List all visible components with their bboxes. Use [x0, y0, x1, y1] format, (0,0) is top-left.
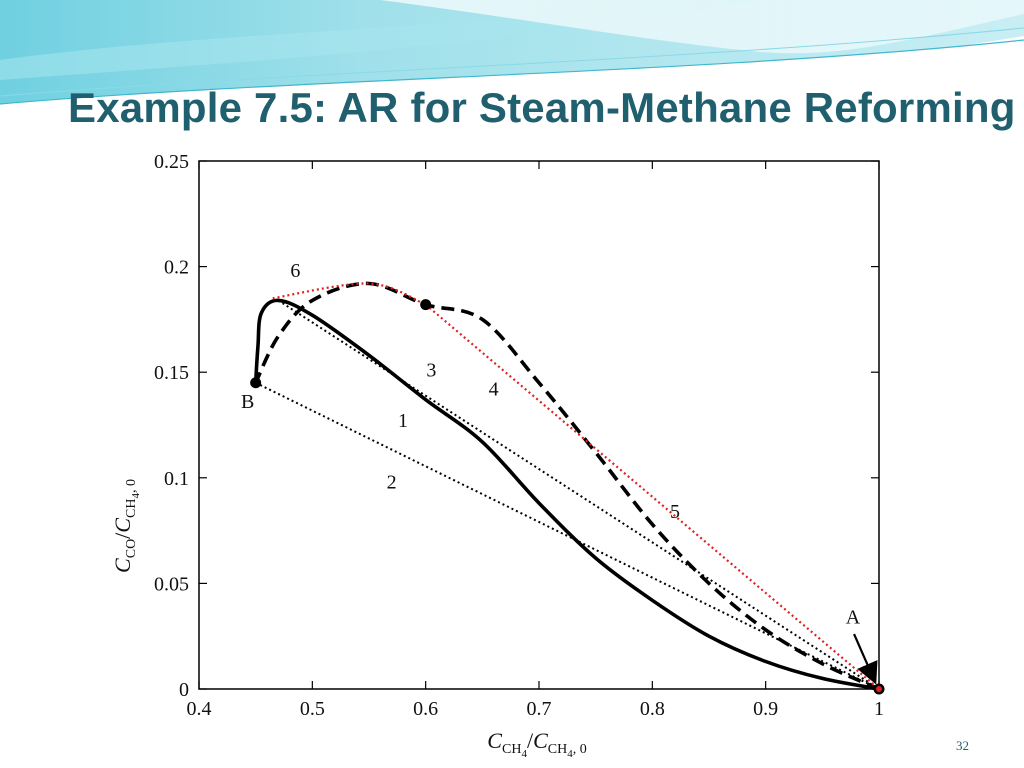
x-tick-label: 0.4: [187, 698, 212, 720]
label-1: 1: [398, 410, 408, 432]
arrow-to-a: [853, 633, 878, 685]
x-tick-label: 0.6: [413, 698, 438, 720]
decorative-wave-banner: [0, 0, 1024, 120]
y-tick-label: 0: [179, 679, 189, 701]
x-tick-label: 0.7: [527, 698, 552, 720]
series-group: [253, 281, 880, 691]
y-tick-label: 0.05: [154, 573, 189, 595]
series-5: [424, 303, 880, 690]
x-tick-label: 0.5: [300, 698, 325, 720]
point-marker: [420, 299, 432, 311]
label-4: 4: [489, 378, 499, 400]
point-B: [250, 377, 262, 389]
y-tick-label: 0.2: [164, 257, 189, 279]
axes: 0.4 0.5 0.6 0.7 0.8 0.9 1 0 0.05 0.1 0.15 0.2 0.25: [154, 151, 884, 720]
point-a-highlight: [876, 686, 882, 692]
y-tick-label: 0.15: [154, 362, 189, 384]
label-B: B: [241, 391, 254, 413]
label-A: A: [846, 607, 861, 629]
series-6: [272, 282, 427, 306]
page-number: 32: [956, 738, 969, 753]
series-2: [255, 381, 880, 690]
x-tick-label: 1: [874, 698, 884, 720]
slide-title: Example 7.5: AR for Steam-Methane Reform…: [68, 84, 1016, 131]
points-group: [250, 299, 885, 695]
label-6: 6: [290, 260, 300, 282]
x-axis-title: CCH4/CCH4, 0: [487, 728, 586, 760]
y-tick-label: 0.1: [164, 468, 189, 490]
y-axis-title: CCO/CCH4, 0: [110, 479, 142, 573]
label-3: 3: [426, 359, 436, 381]
x-tick-label: 0.9: [753, 698, 778, 720]
series-4: [254, 281, 880, 691]
series-3: [277, 299, 880, 690]
label-2: 2: [387, 471, 397, 493]
curve-labels: 1 2 3 4 5 6 B A: [241, 260, 861, 628]
label-5: 5: [670, 501, 680, 523]
y-tick-label: 0.25: [154, 151, 189, 173]
series-1: [253, 298, 880, 691]
plot-frame: [198, 160, 880, 690]
attainable-region-chart: 0.4 0.5 0.6 0.7 0.8 0.9 1 0 0.05 0.1 0.15 0.2 0.25 1…: [110, 151, 885, 760]
x-tick-label: 0.8: [640, 698, 665, 720]
chart-card: 0.4 0.5 0.6 0.7 0.8 0.9 1 0 0.05 0.1 0.15 0.2 0.25 1…: [104, 142, 920, 768]
